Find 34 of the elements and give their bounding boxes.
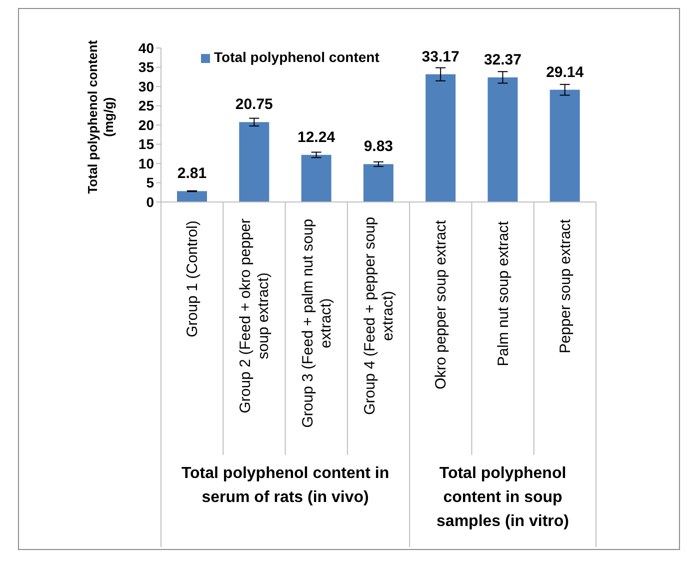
y-tick-label: 25 xyxy=(138,98,154,114)
data-label: 20.75 xyxy=(235,96,273,114)
y-tick-label: 10 xyxy=(138,155,154,172)
y-axis-title: Total polyphenol content (mg/g) xyxy=(85,40,116,194)
y-tick-label: 0 xyxy=(146,194,154,210)
x-tick-label: Group 3 (Feed + palm nut soup extract) xyxy=(299,218,334,428)
data-label: 9.83 xyxy=(364,138,394,156)
x-tick-label: Palm nut soup extract xyxy=(494,220,512,366)
x-tick-label: Group 2 (Feed + okro pepper soup extract) xyxy=(237,218,272,414)
x-tick-label: Group 4 (Feed + pepper soup extract) xyxy=(362,216,396,415)
y-tick-label: 20 xyxy=(138,116,154,133)
text: Total polyphenol content in soup samples (in vitro) xyxy=(436,464,570,532)
y-tick-label: 40 xyxy=(138,40,154,56)
bar xyxy=(301,154,332,202)
data-label: 32.37 xyxy=(484,51,522,68)
bar xyxy=(239,122,270,202)
data-label: 12.24 xyxy=(298,128,336,146)
x-tick-label: Group 1 (Control) xyxy=(184,220,202,338)
bar xyxy=(426,74,456,202)
bar xyxy=(550,90,580,202)
bar xyxy=(488,77,518,202)
y-tick-label: 35 xyxy=(138,59,154,76)
bar xyxy=(177,191,207,202)
y-tick-label: 5 xyxy=(146,174,154,191)
bar xyxy=(363,164,394,202)
x-tick-label: Pepper soup extract xyxy=(556,218,574,354)
legend-label: Total polyphenol content xyxy=(214,49,380,65)
data-label: 29.14 xyxy=(546,64,584,81)
x-tick-label: Okro pepper soup extract xyxy=(432,219,450,390)
y-tick-label: 15 xyxy=(138,136,154,152)
data-label: 2.81 xyxy=(177,165,207,182)
y-tick-label: 30 xyxy=(138,78,154,94)
data-label: 33.17 xyxy=(422,48,460,66)
text: Total polyphenol content in serum of rats (in vivo) xyxy=(180,464,390,508)
